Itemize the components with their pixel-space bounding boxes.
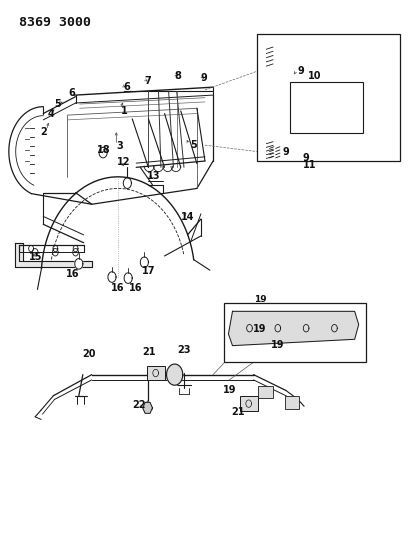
Text: 1: 1 — [120, 106, 127, 116]
Text: 4: 4 — [47, 109, 54, 118]
Text: 3: 3 — [117, 141, 123, 151]
Text: 5: 5 — [54, 99, 61, 109]
Polygon shape — [123, 178, 131, 189]
Text: 20: 20 — [82, 349, 96, 359]
Text: 19: 19 — [270, 340, 284, 350]
Text: 16: 16 — [128, 282, 142, 293]
Text: 7: 7 — [144, 76, 151, 86]
Text: 9: 9 — [297, 66, 304, 76]
Polygon shape — [99, 147, 107, 158]
Text: 19: 19 — [253, 324, 266, 334]
Text: 19: 19 — [223, 385, 236, 395]
Polygon shape — [108, 272, 116, 282]
Bar — [256, 35, 399, 161]
Text: 13: 13 — [146, 171, 160, 181]
Text: 8: 8 — [174, 70, 180, 80]
Polygon shape — [142, 402, 152, 413]
Text: 22: 22 — [133, 400, 146, 410]
Text: 6: 6 — [68, 88, 75, 99]
Text: 19: 19 — [253, 295, 266, 304]
Text: 9: 9 — [200, 72, 207, 83]
Text: 5: 5 — [190, 140, 197, 150]
Polygon shape — [124, 273, 132, 284]
Text: 17: 17 — [142, 266, 155, 276]
Text: 18: 18 — [97, 146, 110, 156]
Text: 9: 9 — [302, 153, 309, 163]
Text: 21: 21 — [142, 347, 155, 357]
Polygon shape — [15, 243, 92, 266]
Text: 12: 12 — [116, 157, 130, 167]
Bar — [146, 366, 164, 381]
Text: 15: 15 — [29, 252, 43, 262]
Text: 23: 23 — [177, 345, 190, 355]
Text: 16: 16 — [66, 269, 80, 279]
Text: 2: 2 — [40, 127, 47, 137]
Text: 16: 16 — [110, 282, 124, 293]
Text: 8369 3000: 8369 3000 — [19, 16, 91, 29]
Text: 14: 14 — [180, 212, 193, 222]
Bar — [289, 83, 362, 133]
Polygon shape — [74, 259, 83, 269]
Polygon shape — [140, 257, 148, 268]
Text: 11: 11 — [302, 160, 315, 170]
Text: 9: 9 — [282, 147, 289, 157]
Bar — [239, 396, 257, 411]
Text: 6: 6 — [123, 82, 130, 92]
Polygon shape — [166, 364, 182, 385]
Polygon shape — [228, 311, 358, 345]
Text: 10: 10 — [307, 70, 320, 80]
Text: 21: 21 — [231, 407, 244, 417]
Bar — [258, 386, 272, 398]
Bar — [284, 396, 299, 409]
Bar — [224, 303, 365, 362]
